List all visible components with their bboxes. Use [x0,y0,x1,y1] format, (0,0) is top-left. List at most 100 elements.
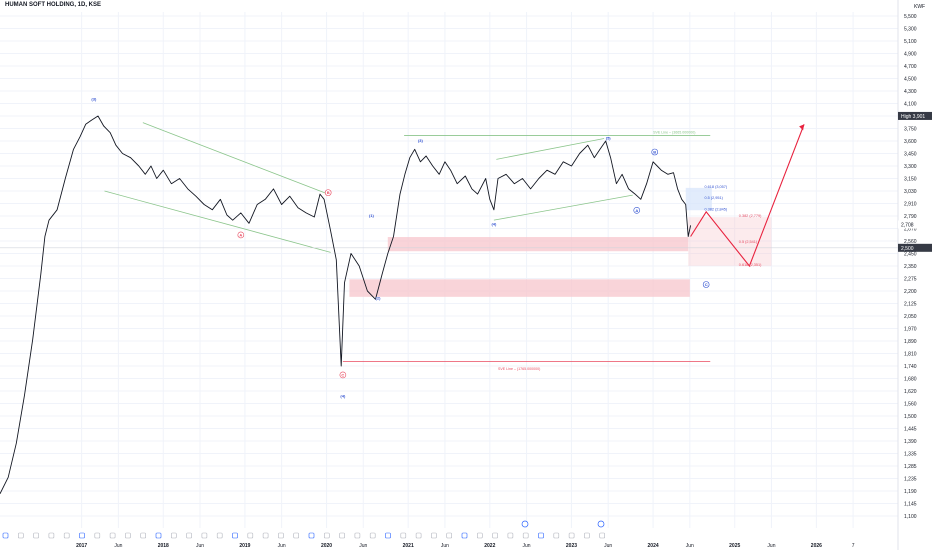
y-tick-label: 1,285 [904,464,917,470]
wave-label: (5) [606,135,612,140]
resistance-zone-upper [387,237,689,252]
fib-label: 0.382 (2,845) [705,207,728,211]
event-badge[interactable] [522,532,529,539]
event-badge[interactable] [323,532,330,539]
support-zone-lower [349,279,690,297]
y-tick-label: 1,190 [904,489,917,495]
event-badge[interactable] [109,532,116,539]
event-badge[interactable] [63,532,70,539]
y-tick-label: 4,500 [904,77,917,83]
y-tick-label: 1,620 [904,389,917,395]
event-badge[interactable] [278,532,284,539]
event-badge[interactable] [201,532,208,539]
event-badge[interactable] [94,532,101,539]
dividend-badge[interactable] [521,520,529,528]
x-tick-label: Jun [767,543,775,549]
event-badge[interactable] [171,532,177,539]
last-price-tag-bg [898,220,932,229]
y-tick-label: 1,445 [904,427,917,433]
event-badge[interactable] [216,532,223,539]
wave-label: C [341,372,344,377]
wave-label: (4) [491,221,497,226]
event-badge[interactable] [538,532,544,539]
event-badge[interactable] [33,532,39,539]
event-badge[interactable] [48,532,55,539]
event-badge[interactable] [476,532,483,539]
event-badge[interactable] [262,532,269,539]
event-badge[interactable] [369,532,376,539]
chart-title: HUMAN SOFT HOLDING, 1D, KSE [5,2,102,8]
event-badge[interactable] [247,532,254,539]
event-badge[interactable] [568,532,575,539]
fib-retracement-zone-blue [685,187,712,211]
event-badge[interactable] [308,532,315,539]
x-tick-label: 2021 [403,543,414,549]
event-badge[interactable] [354,532,361,539]
fib-label: 0.5 (2,951) [705,196,724,200]
event-badge[interactable] [186,532,192,539]
event-badge[interactable] [507,532,514,539]
event-badge[interactable] [17,532,24,539]
x-tick-label: Jun [114,543,122,549]
y-tick-label: 1,500 [904,414,917,420]
event-badge[interactable] [599,532,606,539]
channel-line-lower-2 [493,194,633,221]
y-tick-label: 2,670 [904,227,917,233]
y-tick-label: 1,335 [904,452,917,458]
y-tick-label: 3,750 [904,127,917,133]
event-badge[interactable] [155,532,162,539]
x-tick-label: 2026 [811,543,822,549]
x-tick-label: 2023 [566,543,577,549]
event-badge[interactable] [431,532,437,539]
event-badge[interactable] [446,532,453,539]
y-tick-label: 2,350 [904,264,917,270]
x-tick-label: Jun [686,543,694,549]
y-tick-label: 1,390 [904,439,917,445]
channel-line-lower [104,190,331,253]
y-tick-label: 2,910 [904,202,917,208]
y-tick-label: 4,300 [904,89,917,95]
y-tick-label: 1,970 [904,327,917,333]
y-tick-label: 3,600 [904,139,917,145]
y-tick-label: 1,740 [904,364,917,370]
wave-label-circle [237,231,245,239]
current-price-tag: 2,500 [901,246,914,252]
y-tick-label: 5,100 [904,39,917,45]
y-tick-label: 2,200 [904,289,917,295]
event-badge[interactable] [492,532,498,539]
event-badge[interactable] [140,532,146,539]
x-tick-label: Jun [278,543,286,549]
y-tick-label: 1,680 [904,377,917,383]
price-line[interactable] [0,115,692,495]
event-badge[interactable] [385,532,391,539]
wave-label: A [239,232,242,237]
x-tick-label: 2018 [158,543,169,549]
event-badge[interactable] [79,532,85,539]
y-tick-label: 4,100 [904,102,917,108]
y-tick-label: 4,700 [904,64,917,70]
currency-label: KWF [914,4,926,10]
wave-label-circle [324,189,332,196]
x-tick-label: 2024 [648,543,659,549]
wave-label: C [705,282,708,287]
x-tick-label: Jun [196,543,204,549]
event-badge[interactable] [415,532,422,539]
event-badge[interactable] [400,532,407,539]
event-badge[interactable] [584,532,590,539]
x-tick-label: Jun [441,543,449,549]
event-badge[interactable] [2,532,9,539]
event-badge[interactable] [461,532,468,539]
event-badge[interactable] [553,532,560,539]
x-tick-label: Jun [604,543,612,549]
channel-line-upper-2 [496,138,605,160]
x-tick-label: 2019 [239,543,250,549]
y-tick-label: 1,145 [904,502,917,508]
high-price-tag-bg [898,111,932,120]
y-tick-label: 5,500 [904,14,917,20]
dividend-badge[interactable] [597,520,605,528]
event-badge[interactable] [339,532,345,539]
event-badge[interactable] [293,532,300,539]
event-badge[interactable] [125,532,131,539]
event-badge[interactable] [232,532,238,539]
